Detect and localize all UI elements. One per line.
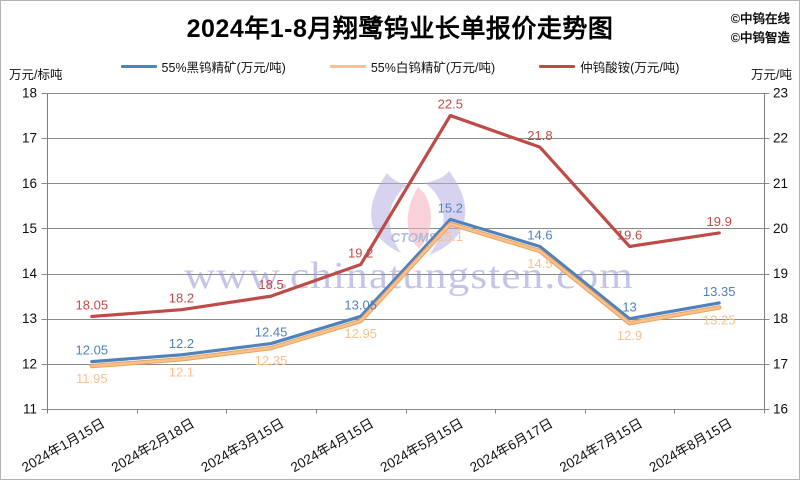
- y-axis-right-labels: 16 17 18 19 20 21 22 23: [773, 86, 788, 417]
- data-label: 12.2: [169, 336, 194, 351]
- legend-swatch-orange: [329, 64, 366, 69]
- series-line: [90, 217, 721, 364]
- legend-label: 55%白钨精矿(万元/吨): [370, 61, 496, 75]
- series-line: [90, 113, 721, 319]
- watermark-logo-text: CTOMS: [391, 230, 438, 245]
- data-label: 19.9: [707, 214, 732, 229]
- y-axis-left-tick-label: 18: [22, 86, 37, 101]
- watermark-logo-center-flame: [407, 187, 431, 249]
- legend-label: 仲钨酸铵(万元/吨): [580, 61, 680, 75]
- x-axis-tick-label: 2024年8月15日: [647, 416, 735, 476]
- x-axis-tick-label: 2024年1月15日: [19, 416, 107, 476]
- data-label: 14.6: [527, 227, 552, 242]
- series-0-line: [90, 217, 721, 364]
- watermark: CTOMS www.chinatungsten.com: [184, 171, 634, 297]
- y-axis-left-tick-label: 12: [22, 356, 37, 371]
- y-axis-right-tick-label: 17: [773, 356, 788, 371]
- data-label: 19.2: [348, 246, 373, 261]
- right-axis-unit-label: 万元/吨: [751, 68, 792, 82]
- y-axis-left-tick-label: 14: [22, 266, 38, 281]
- credit-line-2: ©中钨智造: [730, 31, 790, 45]
- watermark-logo-right-petal: [425, 171, 466, 255]
- credit-line-1: ©中钨在线: [730, 12, 790, 26]
- y-axis-left-tick-label: 17: [22, 131, 37, 146]
- series-2-data-labels: 18.05 18.2 18.5 19.2 22.5 21.8 19.6 19.9: [76, 97, 732, 313]
- data-label: 12.45: [255, 325, 288, 340]
- y-axis-right-tick-label: 21: [773, 176, 788, 191]
- data-label: 12.9: [617, 328, 642, 343]
- legend-swatch-blue: [120, 64, 157, 69]
- data-label: 12.05: [76, 343, 109, 358]
- x-axis-tick-label: 2024年7月15日: [557, 416, 645, 476]
- legend-swatch-red: [539, 64, 576, 69]
- y-axis-right-tick-label: 18: [773, 311, 788, 326]
- x-axis-tick-label: 2024年3月15日: [198, 416, 286, 476]
- left-axis-unit-label: 万元/标吨: [9, 68, 63, 82]
- watermark-url-text: www.chinatungsten.com: [184, 255, 634, 297]
- legend-item-black-tungsten: 55%黑钨精矿(万元/吨): [120, 57, 286, 76]
- axes: [47, 93, 765, 414]
- series-2-line: [90, 113, 721, 319]
- data-label: 12.35: [255, 353, 288, 368]
- chart-title: 2024年1-8月翔鹭钨业长单报价走势图: [186, 15, 614, 43]
- gridlines: [41, 93, 770, 410]
- y-axis-left-tick-label: 16: [22, 176, 37, 191]
- y-axis-left-labels: 11 12 13 14 15 16 17 18: [22, 86, 38, 417]
- data-label: 18.05: [76, 297, 109, 312]
- credits: ©中钨在线 ©中钨智造: [731, 10, 790, 48]
- legend-item-apt: 仲钨酸铵(万元/吨): [539, 57, 679, 76]
- series-1-data-labels: 11.95 12.1 12.35 12.95 15.1 14.5 12.9 13.25: [76, 229, 735, 386]
- legend-item-white-tungsten: 55%白钨精矿(万元/吨): [329, 57, 496, 76]
- y-axis-left-tick-label: 11: [23, 402, 37, 417]
- series-0-data-labels: 12.05 12.2 12.45 13.05 15.2 14.6 13 13.35: [76, 200, 736, 357]
- legend-label: 55%黑钨精矿(万元/吨): [161, 61, 286, 75]
- data-label: 14.5: [527, 256, 552, 271]
- data-label: 15.1: [438, 229, 463, 244]
- y-axis-left-tick-label: 13: [22, 311, 37, 326]
- data-label: 18.2: [169, 291, 194, 306]
- y-axis-left-tick-label: 15: [22, 221, 37, 236]
- y-axis-right-tick-label: 19: [773, 266, 788, 281]
- data-label: 15.2: [438, 200, 463, 215]
- series-line: [90, 222, 721, 368]
- x-axis-tick-label: 2024年2月18日: [109, 416, 197, 476]
- series-1-line: [89, 221, 722, 369]
- data-label: 11.95: [76, 371, 108, 386]
- y-axis-right-tick-label: 16: [773, 402, 788, 417]
- data-label: 13.05: [344, 297, 377, 312]
- y-axis-right-tick-label: 20: [773, 221, 788, 236]
- x-axis-tick-label: 2024年4月15日: [288, 416, 376, 476]
- data-label: 12.95: [344, 326, 377, 341]
- y-axis-right-tick-label: 23: [773, 86, 788, 101]
- data-label: 13: [622, 300, 636, 315]
- chart-legend: 55%黑钨精矿(万元/吨) 55%白钨精矿(万元/吨) 仲钨酸铵(万元/吨): [1, 57, 799, 76]
- data-label: 22.5: [438, 97, 463, 112]
- y-axis-right-tick-label: 22: [773, 131, 788, 146]
- data-label: 21.8: [527, 128, 552, 143]
- x-axis-labels: 2024年1月15日 2024年2月18日 2024年3月15日 2024年4月15日…: [19, 416, 734, 476]
- x-axis-tick-label: 2024年6月17日: [467, 416, 555, 476]
- data-label: 13.35: [703, 284, 736, 299]
- x-axis-tick-label: 2024年5月15日: [378, 416, 466, 476]
- data-label: 12.1: [169, 364, 194, 379]
- data-label: 19.6: [617, 227, 642, 242]
- data-label: 13.25: [703, 312, 736, 327]
- data-label: 18.5: [258, 277, 283, 292]
